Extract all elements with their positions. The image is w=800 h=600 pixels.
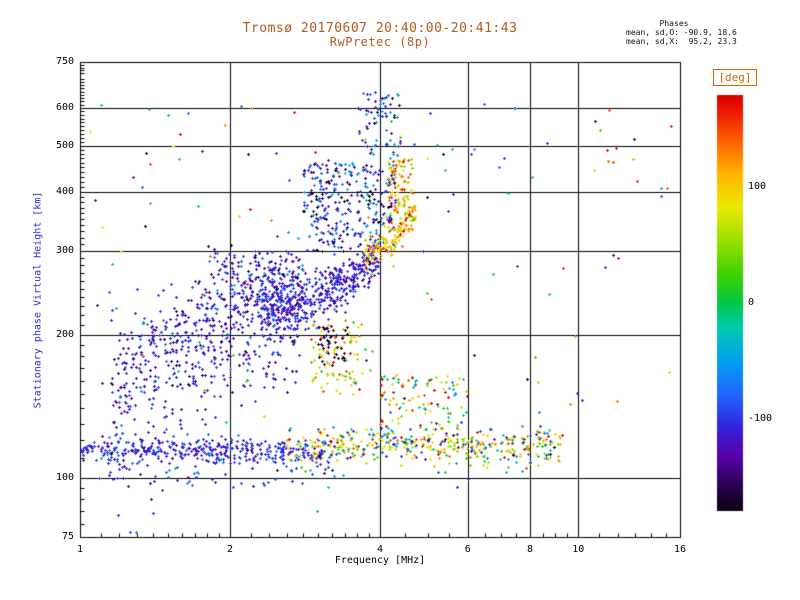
colorbar-tick-label: 0 <box>748 297 755 308</box>
x-tick-label: 2 <box>226 544 234 555</box>
y-tick-label: 200 <box>55 328 74 340</box>
x-tick-label: 8 <box>526 544 534 555</box>
phase-stats-title: Phases <box>659 19 689 28</box>
colorbar-tick-label: 100 <box>748 181 767 193</box>
colorbar-unit-label: [deg] <box>713 69 757 86</box>
phase-stats-o-mode: mean, sd,O: -90.9, 18.6 <box>626 28 737 37</box>
y-tick-label: 100 <box>55 471 74 483</box>
x-tick-label: 4 <box>376 544 384 555</box>
plot-title: Tromsø 20170607 20:40:00-20:41:43 <box>242 21 518 36</box>
y-tick-label: 750 <box>55 56 74 67</box>
x-axis-label: Frequency [MHz] <box>334 555 426 566</box>
y-tick-label: 600 <box>55 102 74 114</box>
x-tick-label: 1 <box>76 544 84 555</box>
y-tick-label: 75 <box>61 531 74 542</box>
phase-stats-x-mode: mean, sd,X: 95.2, 23.3 <box>626 37 737 46</box>
x-tick-label: 10 <box>572 544 585 555</box>
y-tick-label: 400 <box>55 185 74 197</box>
x-tick-label: 6 <box>464 544 471 555</box>
x-tick-label: 16 <box>673 544 687 555</box>
y-tick-label: 500 <box>55 139 74 151</box>
y-axis-label: Stationary phase Virtual Height [km] <box>32 191 44 409</box>
colorbar-tick-label: -100 <box>748 412 773 424</box>
y-tick-label: 300 <box>55 245 74 257</box>
plot-subtitle: RwPretec (8p) <box>329 35 431 49</box>
